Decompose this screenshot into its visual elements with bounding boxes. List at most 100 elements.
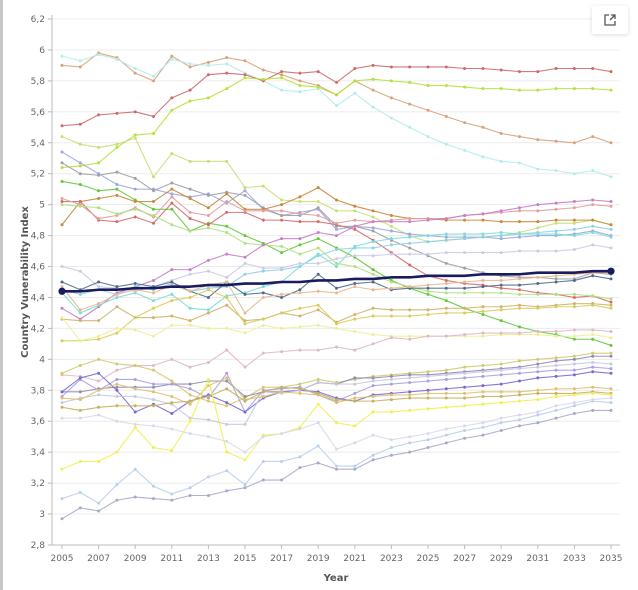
data-point[interactable]	[316, 186, 320, 190]
expand-chart-button[interactable]	[592, 6, 628, 34]
data-point[interactable]	[225, 387, 229, 391]
data-point[interactable]	[335, 261, 338, 265]
data-point[interactable]	[280, 237, 284, 241]
data-point[interactable]	[463, 376, 467, 380]
data-point[interactable]	[335, 209, 338, 213]
data-point[interactable]	[170, 314, 174, 318]
data-point[interactable]	[133, 377, 137, 381]
data-point[interactable]	[444, 251, 448, 255]
data-point[interactable]	[188, 65, 192, 69]
data-point[interactable]	[371, 77, 375, 81]
data-point[interactable]	[572, 302, 576, 306]
data-point[interactable]	[554, 201, 558, 205]
data-point[interactable]	[335, 326, 338, 330]
data-point[interactable]	[115, 404, 119, 408]
data-point[interactable]	[518, 379, 521, 383]
data-point[interactable]	[206, 258, 210, 262]
data-point[interactable]	[536, 275, 540, 279]
data-point[interactable]	[152, 189, 155, 193]
data-point[interactable]	[335, 398, 338, 402]
data-point[interactable]	[353, 265, 357, 269]
data-point[interactable]	[316, 213, 320, 217]
data-point[interactable]	[115, 111, 119, 115]
data-point[interactable]	[463, 232, 467, 236]
data-point[interactable]	[97, 337, 101, 341]
data-point[interactable]	[609, 393, 613, 397]
data-point[interactable]	[115, 187, 119, 191]
data-point[interactable]	[481, 291, 485, 295]
data-point[interactable]	[572, 328, 576, 332]
series-17[interactable]	[60, 272, 613, 299]
data-point[interactable]	[481, 212, 485, 216]
data-point[interactable]	[115, 212, 119, 216]
data-point[interactable]	[518, 209, 521, 213]
data-point[interactable]	[408, 450, 412, 454]
data-point[interactable]	[371, 240, 375, 244]
series-line[interactable]	[61, 361, 612, 425]
data-point[interactable]	[243, 272, 247, 276]
data-point[interactable]	[335, 80, 338, 84]
data-point[interactable]	[408, 232, 412, 236]
data-point[interactable]	[225, 401, 229, 405]
data-point[interactable]	[499, 331, 503, 335]
data-point[interactable]	[444, 84, 448, 88]
data-point[interactable]	[152, 221, 155, 225]
data-point[interactable]	[554, 229, 558, 233]
data-point[interactable]	[335, 227, 338, 231]
data-point[interactable]	[97, 189, 101, 193]
data-point[interactable]	[78, 459, 82, 463]
data-point[interactable]	[188, 402, 192, 406]
data-point[interactable]	[609, 303, 613, 307]
data-point[interactable]	[335, 257, 338, 261]
data-point[interactable]	[152, 368, 155, 372]
data-point[interactable]	[499, 390, 503, 394]
data-point[interactable]	[444, 433, 448, 437]
data-point[interactable]	[481, 433, 485, 437]
data-point[interactable]	[572, 172, 576, 176]
data-point[interactable]	[463, 311, 467, 315]
data-point[interactable]	[280, 478, 284, 482]
data-point[interactable]	[188, 486, 192, 490]
data-point[interactable]	[426, 308, 430, 312]
data-point[interactable]	[115, 368, 119, 372]
data-point[interactable]	[518, 277, 521, 281]
data-point[interactable]	[298, 79, 302, 83]
data-point[interactable]	[499, 401, 503, 405]
data-point[interactable]	[152, 424, 155, 428]
data-point[interactable]	[298, 84, 302, 88]
data-point[interactable]	[371, 333, 375, 337]
data-point[interactable]	[243, 59, 247, 63]
data-point[interactable]	[280, 266, 284, 270]
data-point[interactable]	[591, 408, 595, 412]
data-point[interactable]	[444, 114, 448, 118]
data-point[interactable]	[572, 305, 576, 309]
data-point[interactable]	[389, 446, 393, 450]
data-point[interactable]	[280, 70, 284, 74]
data-point[interactable]	[206, 384, 210, 388]
data-point[interactable]	[371, 63, 375, 67]
data-point[interactable]	[152, 404, 155, 408]
data-point[interactable]	[444, 405, 448, 409]
data-point[interactable]	[444, 299, 448, 303]
data-point[interactable]	[280, 432, 284, 436]
data-point[interactable]	[572, 373, 576, 377]
data-point[interactable]	[261, 243, 265, 247]
series-3[interactable]	[60, 63, 613, 128]
data-point[interactable]	[591, 337, 595, 341]
data-point[interactable]	[206, 223, 210, 227]
data-point[interactable]	[152, 306, 155, 310]
data-point[interactable]	[408, 390, 412, 394]
data-point[interactable]	[499, 68, 503, 72]
data-point[interactable]	[225, 210, 229, 214]
data-point[interactable]	[60, 124, 64, 128]
data-point[interactable]	[115, 295, 119, 299]
data-point[interactable]	[554, 232, 558, 236]
data-point[interactable]	[408, 314, 412, 318]
data-point[interactable]	[389, 377, 393, 381]
data-point[interactable]	[78, 204, 82, 208]
data-point[interactable]	[572, 412, 576, 415]
data-point[interactable]	[243, 319, 247, 323]
data-point[interactable]	[261, 323, 265, 327]
data-point[interactable]	[389, 410, 393, 414]
data-point[interactable]	[60, 306, 64, 310]
